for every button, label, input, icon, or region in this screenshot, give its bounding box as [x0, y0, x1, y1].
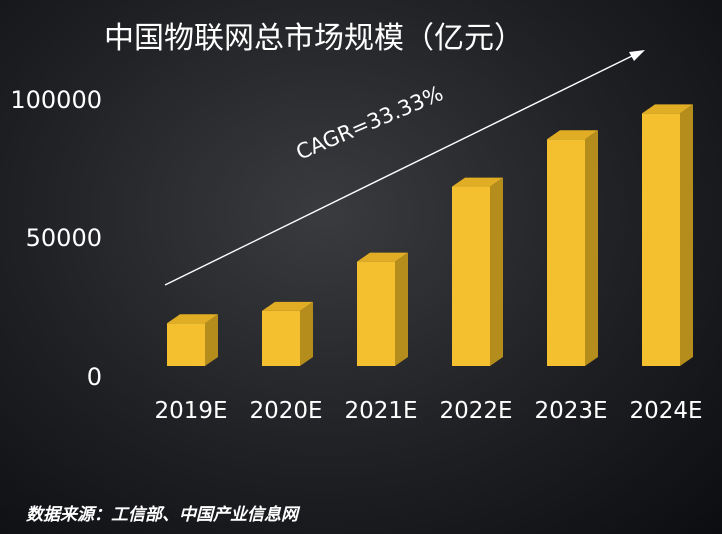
- y-axis: 100000 50000 0: [10, 86, 102, 391]
- bar-2024E: [642, 104, 693, 366]
- bar-side-face: [300, 301, 313, 366]
- bar-front-face: [167, 323, 205, 366]
- cagr-annotation: CAGR=33.33%: [293, 81, 447, 165]
- bar-2019E: [167, 314, 218, 366]
- bar-front-face: [262, 310, 300, 366]
- bar-top-face: [357, 252, 408, 262]
- cagr-trend-arrow: [164, 50, 645, 286]
- x-tick-label: 2022E: [439, 398, 512, 424]
- bar-side-face: [585, 130, 598, 366]
- bar-side-face: [680, 104, 693, 366]
- bar-top-face: [452, 177, 503, 187]
- y-tick-0: 0: [87, 363, 102, 391]
- bar-side-face: [205, 314, 218, 366]
- bar-top-face: [642, 104, 693, 114]
- x-tick-label: 2020E: [249, 398, 322, 424]
- y-tick-50000: 50000: [26, 224, 102, 252]
- bar-2020E: [262, 301, 313, 366]
- bar-2021E: [357, 252, 408, 366]
- data-source-note: 数据来源：工信部、中国产业信息网: [26, 505, 298, 525]
- y-tick-100000: 100000: [10, 86, 102, 114]
- bar-top-face: [167, 314, 218, 324]
- bar-front-face: [547, 139, 585, 366]
- bar-top-face: [547, 130, 598, 140]
- bar-2022E: [452, 177, 503, 366]
- x-tick-label: 2023E: [534, 398, 607, 424]
- bar-front-face: [642, 113, 680, 366]
- bar-front-face: [357, 261, 395, 366]
- chart-title: 中国物联网总市场规模（亿元）: [104, 21, 524, 56]
- x-tick-label: 2019E: [154, 398, 227, 424]
- x-tick-label: 2021E: [344, 398, 417, 424]
- bar-top-face: [262, 301, 313, 311]
- x-axis-labels: 2019E 2020E 2021E 2022E 2023E 2024E: [154, 398, 702, 424]
- bar-side-face: [490, 177, 503, 366]
- x-tick-label: 2024E: [629, 398, 702, 424]
- bar-side-face: [395, 252, 408, 366]
- bar-front-face: [452, 186, 490, 366]
- bar-2023E: [547, 130, 598, 366]
- bars-group: [167, 104, 693, 366]
